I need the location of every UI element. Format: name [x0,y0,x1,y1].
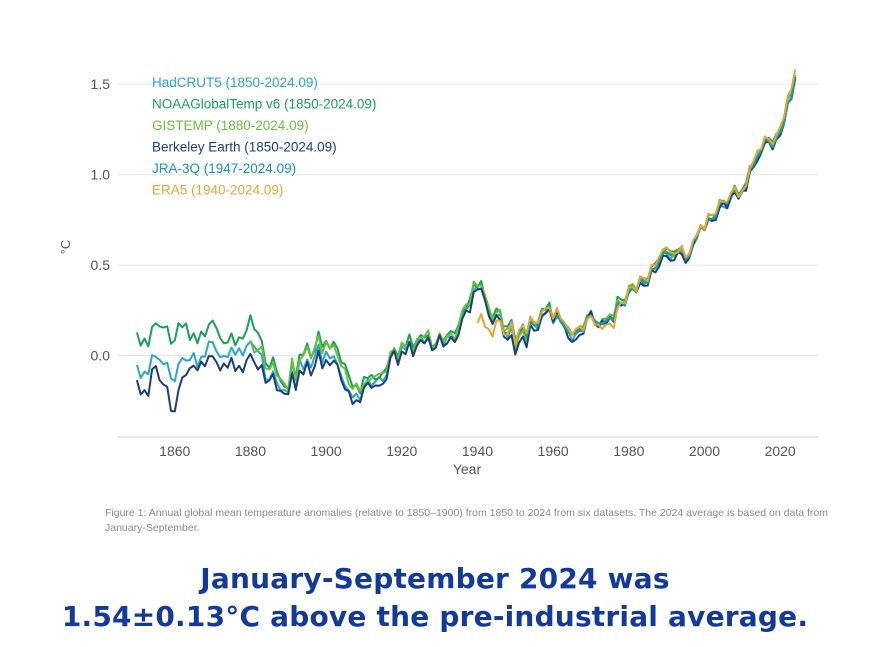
x-tick-label: 2020 [765,443,796,459]
headline-line-2: 1.54±0.13°C above the pre-industrial ave… [61,600,809,633]
legend-item: GISTEMP (1880-2024.09) [152,118,309,133]
x-tick-label: 1900 [311,443,342,459]
y-tick-label: 0.0 [91,348,111,364]
y-tick-label: 0.5 [91,257,111,273]
x-tick-label: 1860 [159,443,190,459]
legend-item: Berkeley Earth (1850-2024.09) [152,140,337,155]
series-line [476,69,797,345]
figure-caption: Figure 1: Annual global mean temperature… [105,507,828,534]
x-tick-label: 1880 [235,443,266,459]
legend-item: ERA5 (1940-2024.09) [152,183,283,198]
series-lines [135,69,797,413]
y-axis-label: °C [58,240,73,255]
series-line [503,76,797,341]
x-tick-label: 1960 [538,443,569,459]
legend-item: JRA-3Q (1947-2024.09) [152,161,296,176]
headline-line-1: January-September 2024 was [200,562,670,595]
x-tick-label: 1980 [613,443,644,459]
y-tick-label: 1.5 [91,76,111,92]
x-tick-label: 2000 [689,443,720,459]
legend-item: HadCRUT5 (1850-2024.09) [152,75,318,90]
x-tick-label: 1940 [462,443,493,459]
x-tick-labels: 1860 1880 1900 1920 1940 1960 1980 2000 2020 [159,443,796,459]
series-line [135,78,797,413]
temperature-chart: 0.0 0.5 1.0 1.5 1860 1880 1900 1920 1940 1960 198… [58,69,818,477]
legend-item: NOAAGlobalTemp v6 (1850-2024.09) [152,97,376,112]
y-tick-label: 1.0 [91,167,111,183]
x-tick-label: 1920 [386,443,417,459]
y-tick-labels: 0.0 0.5 1.0 1.5 [91,76,111,363]
x-axis-label: Year [453,461,482,477]
grid-lines [118,83,818,357]
legend: HadCRUT5 (1850-2024.09) NOAAGlobalTemp v6… [152,75,376,198]
